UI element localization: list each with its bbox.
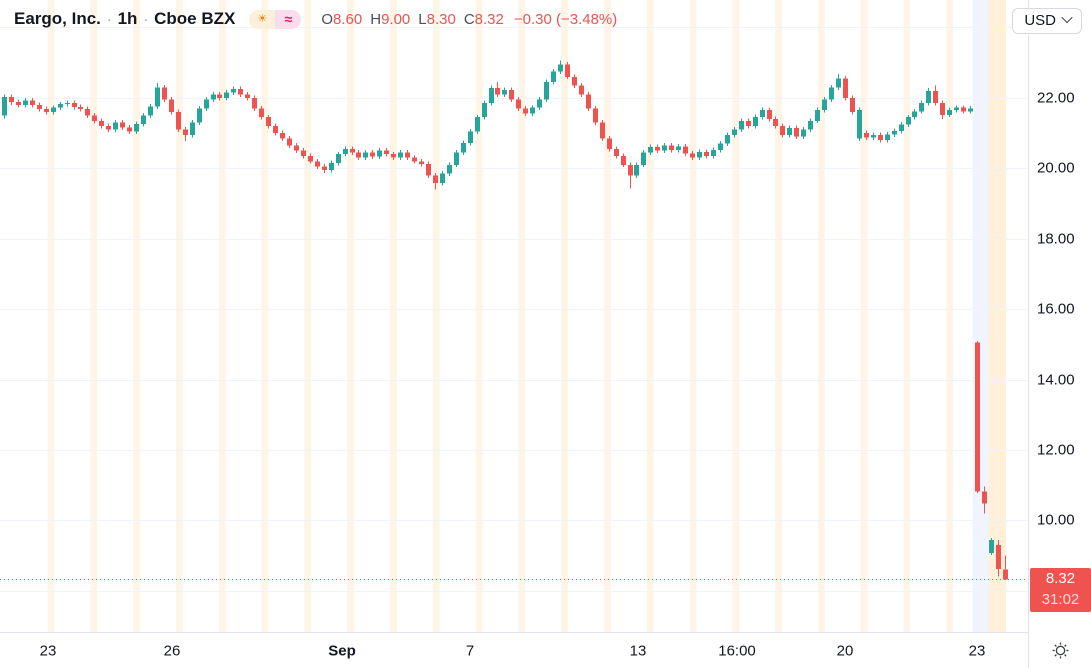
- currency-label: USD: [1024, 12, 1056, 29]
- bar-countdown: 31:02: [1041, 590, 1080, 608]
- candlestick-chart[interactable]: [0, 0, 1028, 632]
- price-axis-label: 16.00: [1037, 300, 1075, 318]
- symbol-name: Eargo, Inc.: [14, 9, 101, 28]
- change-value: −0.30 (−3.48%): [513, 10, 618, 28]
- delayed-data-icon: ≈: [275, 9, 302, 29]
- separator-dot: ·: [143, 11, 149, 27]
- price-axis-label: 20.00: [1037, 159, 1075, 177]
- currency-dropdown-button[interactable]: USD: [1012, 8, 1082, 34]
- exchange-label: Cboe BZX: [154, 9, 236, 28]
- price-axis-label: 18.00: [1037, 230, 1075, 248]
- price-axis[interactable]: 8.32 31:02 22.00 20.00 18.00 16.00 14.00 12.0…: [1028, 0, 1091, 632]
- last-price-tag: 8.32 31:02: [1030, 567, 1091, 612]
- open-letter: O: [321, 10, 334, 28]
- time-axis-label: 7: [465, 642, 475, 659]
- ohlc-legend: O 8.60 H 9.00 L 8.30 C 8.32 −0.30 (−3.48…: [321, 11, 617, 28]
- last-price-value: 8.32: [1045, 569, 1076, 587]
- separator-dot: ·: [106, 11, 112, 27]
- time-axis-label: 13: [629, 642, 647, 659]
- market-status-pill[interactable]: ☀ ≈: [249, 9, 302, 29]
- premarket-sun-icon: ☀: [249, 9, 276, 29]
- price-axis-label: 12.00: [1037, 441, 1075, 459]
- high-letter: H: [370, 10, 382, 28]
- open-value: 8.60: [333, 10, 363, 28]
- sun-icon: [1052, 642, 1068, 658]
- axis-settings-corner[interactable]: [1028, 632, 1091, 668]
- time-axis-label: 20: [836, 642, 854, 659]
- time-axis-label: 26: [163, 642, 181, 659]
- last-session-band: [988, 0, 1006, 632]
- session-highlight-band: [972, 0, 989, 632]
- time-axis-label: 23: [39, 642, 57, 659]
- candles: [2, 60, 1008, 581]
- price-axis-label: 22.00: [1037, 89, 1075, 107]
- close-letter: C: [463, 10, 475, 28]
- time-axis-label: 23: [968, 642, 986, 659]
- price-axis-label: 10.00: [1037, 511, 1075, 529]
- high-value: 9.00: [381, 10, 411, 28]
- price-axis-label: 14.00: [1037, 371, 1075, 389]
- low-value: 8.30: [426, 10, 456, 28]
- grid-lines: [0, 27, 1028, 592]
- chevron-down-icon: [1061, 11, 1073, 24]
- interval-label: 1h: [117, 9, 138, 28]
- time-axis-label: Sep: [328, 642, 356, 659]
- session-stripes: [47, 0, 954, 632]
- low-letter: L: [418, 10, 427, 28]
- time-axis-label: 16:00: [718, 642, 756, 659]
- close-value: 8.32: [474, 10, 504, 28]
- symbol-legend: Eargo, Inc. · 1h · Cboe BZX ☀ ≈ O 8.60 H…: [14, 9, 617, 29]
- time-axis[interactable]: 23 26 Sep 7 13 16:00 20 23: [0, 632, 1091, 668]
